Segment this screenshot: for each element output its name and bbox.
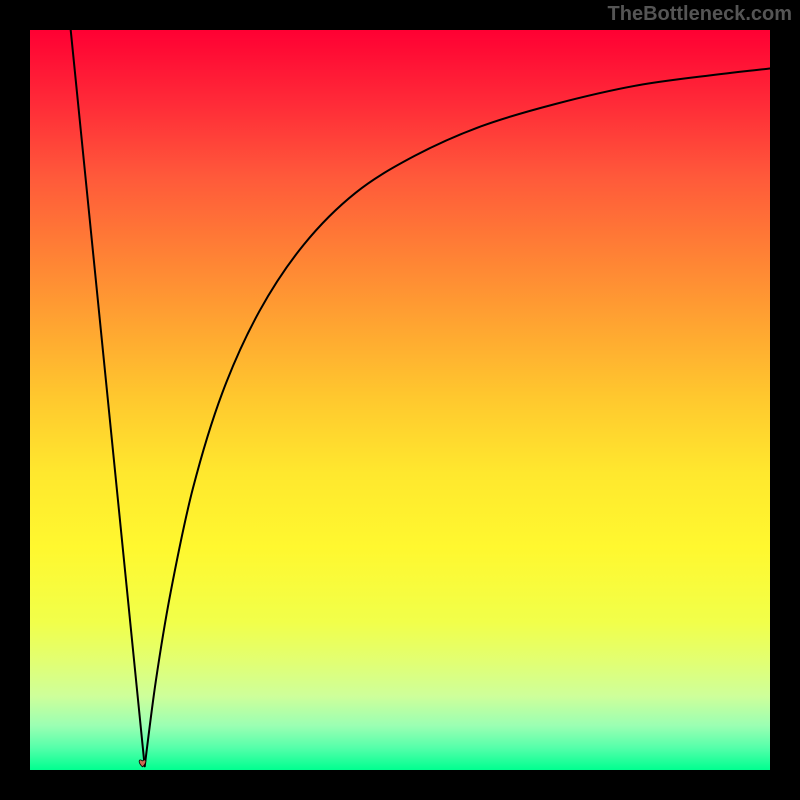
chart-svg: [0, 0, 800, 800]
watermark-text: TheBottleneck.com: [608, 3, 792, 26]
gradient-background: [30, 30, 770, 770]
chart-container: TheBottleneck.com: [0, 0, 800, 800]
